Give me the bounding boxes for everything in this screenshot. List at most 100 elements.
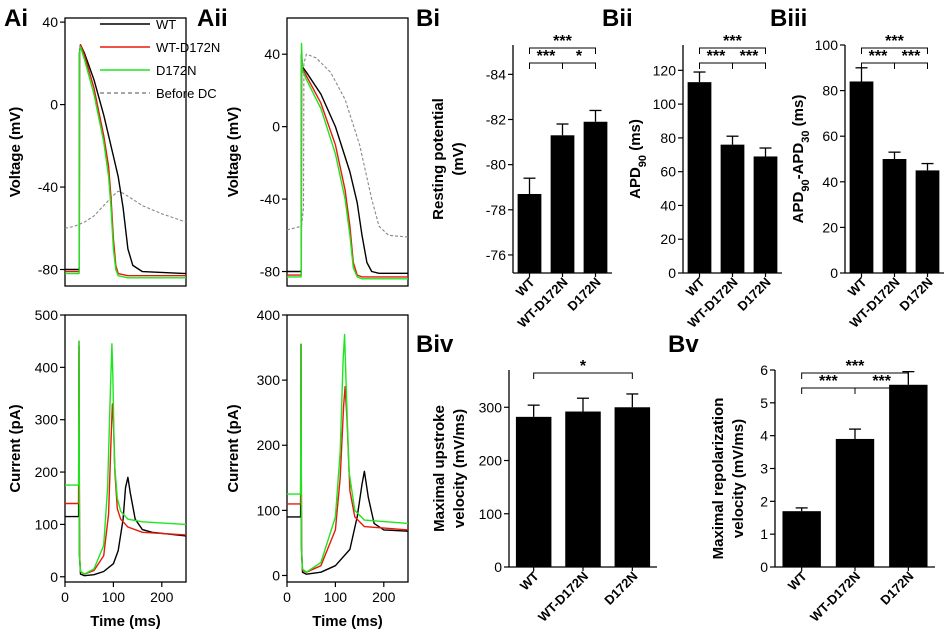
Biii-ytick-label: 0: [830, 265, 838, 281]
Bv-ytick-label: 2: [760, 493, 768, 509]
Bi-ytick-label: -78: [486, 202, 506, 218]
Aii_voltage-ytick-label: -40: [260, 191, 280, 207]
Aii_current-series-wt: [287, 343, 409, 575]
Bi-sig-bracket: [529, 47, 596, 54]
Bv-y-axis-label-line2: velocity (mV/ms): [730, 419, 747, 538]
Bv-sig-label: ***: [872, 373, 891, 390]
Ai_current-frame: [64, 314, 187, 583]
Bi-ytick-label: -82: [486, 111, 506, 127]
Bii-sig-bracket: [732, 62, 766, 69]
Aii_voltage-series-before-dc: [286, 53, 409, 238]
Ai_current-xtick-label: 200: [150, 589, 174, 605]
Biii-sig-label: ***: [902, 48, 921, 65]
Bv-sig-label: ***: [846, 358, 865, 375]
Ai_voltage-frame: [64, 17, 187, 287]
Bv-sig-label: ***: [819, 373, 838, 390]
chart-aii-current: 0 100 200 300 400 0 100 200 Current (pA) Time (ms…: [225, 307, 409, 630]
Ai_current-series-d172n: [65, 340, 187, 575]
Biii-sig-bracket: [861, 47, 928, 54]
Biv-category-label-d172n: D172N: [601, 569, 640, 608]
Aii_voltage-series-d172n: [287, 42, 408, 280]
Bii-ytick-label: 120: [653, 62, 677, 78]
chart-ai-current: 0 100 200 300 400 500 0 100 200 Current (pA) Time …: [7, 307, 187, 630]
ylabel-part: APD: [790, 192, 807, 224]
Ai_current-x-axis-label: Time (ms): [90, 613, 161, 630]
Bii-bar-wt: [687, 82, 712, 274]
Biii-ytick-label: 60: [822, 128, 838, 144]
Bv-category-label-wt: WT: [785, 568, 810, 593]
Ai_voltage-ytick-label: -80: [38, 262, 58, 278]
Bi-ytick-label: -84: [486, 66, 506, 82]
Biv-category-label-wt: WT: [517, 568, 542, 593]
Bi-y-axis-label-line2: (mV): [450, 142, 467, 175]
Bi-sig-label: ***: [537, 48, 556, 65]
Bi-sig-label: *: [576, 48, 583, 65]
Bv-ytick-label: 1: [760, 526, 768, 542]
Bi-ytick-label: -76: [486, 247, 506, 263]
Biv-ytick-label: 0: [494, 559, 502, 575]
ylabel-part: -APD: [790, 143, 807, 180]
Aii_current-frame: [286, 314, 409, 583]
Aii_current-ytick-label: 0: [272, 567, 280, 583]
panel-label-Biii: Biii: [770, 5, 807, 32]
Bv-y-axis-label: Maximal repolarization: [710, 398, 727, 560]
Biii-category-label-wt: WT: [845, 274, 870, 299]
Aii_current-series-wt-d172n: [287, 343, 409, 573]
panel-label-Ai: Ai: [4, 5, 28, 32]
Biv-bar-d172n: [614, 407, 651, 567]
Aii_voltage-ytick-label: 0: [272, 119, 280, 135]
Ai_voltage-y-axis-label: Voltage (mV): [7, 107, 24, 198]
legend-label-before-dc: Before DC: [156, 86, 217, 101]
panel-label-Bv: Bv: [668, 331, 699, 358]
ylabel-part: (ms): [627, 119, 644, 155]
Ai_current-xtick-label: 100: [102, 589, 126, 605]
Bv-sig-bracket: [854, 387, 909, 394]
Aii_voltage-ytick-label: -80: [260, 264, 280, 280]
Biv-bar-wt: [515, 416, 552, 567]
Biv-bar-wt-d172n: [565, 411, 601, 567]
Aii_current-ytick-label: 100: [257, 502, 281, 518]
Biii-bar-wt-d172n: [882, 159, 907, 273]
panel-label-Biv: Biv: [416, 331, 454, 358]
panel-label-Bii: Bii: [602, 5, 633, 32]
Aii_voltage-ytick-label: 40: [264, 46, 280, 62]
Bii-bar-d172n: [753, 156, 778, 273]
ylabel-part: APD: [627, 167, 644, 199]
Bi-bar-d172n: [583, 121, 608, 273]
legend-label-wt: WT: [156, 17, 176, 32]
Ai_current-series-wt: [65, 345, 187, 577]
Biv-sig-bracket: [533, 372, 633, 379]
Ai_voltage-ytick-label: 40: [42, 14, 58, 30]
Aii_current-ytick-label: 300: [257, 372, 281, 388]
Bv-sig-bracket: [801, 372, 909, 379]
Bv-bar-wt-d172n: [835, 438, 875, 567]
Biii-ytick-label: 40: [822, 174, 838, 190]
Aii_current-ytick-label: 200: [257, 437, 281, 453]
Bii-ytick-label: 100: [653, 96, 677, 112]
Ai_current-ytick-label: 200: [35, 464, 59, 480]
Bi-category-label-wt: WT: [513, 274, 538, 299]
Aii_current-xtick-label: 200: [372, 589, 396, 605]
Bii-category-label-d172n: D172N: [734, 275, 773, 314]
Aii_current-ytick-label: 400: [257, 307, 281, 323]
Biv-ytick-label: 100: [479, 506, 503, 522]
Biv-y-axis-label: Maximal upstroke: [431, 405, 448, 532]
Bv-ytick-label: 5: [760, 395, 768, 411]
Biii-ytick-label: 20: [822, 219, 838, 235]
Bv-ytick-label: 3: [760, 461, 768, 477]
Aii_current-xtick-label: 100: [324, 589, 348, 605]
Bi-sig-label: ***: [553, 33, 572, 50]
Aii_current-y-axis-label: Current (pA): [225, 404, 242, 492]
ylabel-sub: 90: [637, 155, 649, 167]
Ai_current-ytick-label: 300: [35, 412, 59, 428]
Biii-bar-wt: [849, 81, 874, 273]
Biii-sig-label: ***: [869, 48, 888, 65]
Ai_current-y-axis-label: Current (pA): [7, 404, 24, 492]
Bv-ytick-label: 0: [760, 559, 768, 575]
